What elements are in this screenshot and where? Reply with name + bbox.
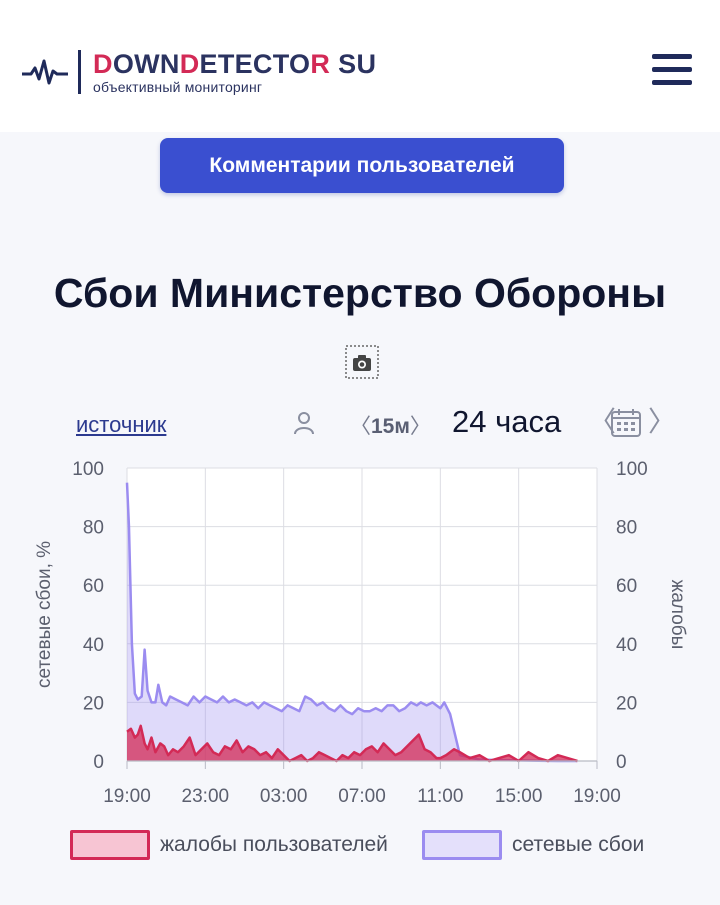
y-tick-label-right: 60 [616,576,637,597]
page-title: Сбои Министерство Обороны [53,270,667,316]
x-tick-label: 15:00 [495,786,543,807]
y-tick-label-left: 20 [83,693,104,714]
legend-label-outages: сетевые сбои [512,833,645,856]
source-link[interactable]: источник [76,412,167,437]
logo-letter: D [93,48,113,79]
y-axis-title-right: жалобы [667,580,688,650]
chart-axes: 0 20 40 60 80 100 0 20 40 60 80 100 19:00 23:00 03:00 0… [34,459,688,807]
y-axis-title-left: сетевые сбои, % [34,541,55,688]
logo-letter: D [179,48,200,79]
y-tick-label-right: 0 [616,752,627,773]
chart-series [125,482,578,763]
chart-legend: жалобы пользователей сетевые сбои [0,828,720,862]
legend-swatch-outages [422,830,502,860]
hamburger-icon[interactable] [652,54,692,94]
series-line-outages [125,482,578,763]
legend-item-outages[interactable]: сетевые сбои [422,830,644,860]
x-tick-label: 23:00 [182,786,230,807]
y-tick-label-right: 20 [616,693,637,714]
logo-letter: ETECTO [199,48,311,79]
outage-chart[interactable]: 0 20 40 60 80 100 0 20 40 60 80 100 19:00 23:00 03:00 0… [0,450,720,820]
legend-swatch-complaints [70,830,150,860]
header: D OWN D ETECTO R SU объективный мониторинг [0,0,720,132]
interval-value: 15м [371,415,410,438]
user-comments-button[interactable]: Комментарии пользователей [160,138,564,193]
x-tick-label: 11:00 [417,786,463,807]
series-area-complaints [127,725,578,761]
calendar-icon[interactable] [610,408,642,438]
y-tick-label-left: 40 [83,635,104,656]
logo-title: D OWN D ETECTO R SU [93,48,377,79]
x-tick-label: 19:00 [103,786,151,807]
chart-grid [126,467,598,762]
series-area-outages [127,482,578,761]
y-tick-label-left: 0 [93,752,104,773]
camera-icon[interactable] [345,345,379,379]
legend-label-complaints: жалобы пользователей [160,833,388,856]
chart-controls: источник 〈15м〉 24 часа 〈 〉 [0,398,720,448]
y-tick-label-right: 80 [616,518,637,539]
legend-item-complaints[interactable]: жалобы пользователей [70,830,388,860]
logo-divider [78,50,81,94]
time-range-label: 24 часа [452,404,562,439]
logo[interactable]: D OWN D ETECTO R SU объективный мониторинг [22,50,376,94]
interval-next[interactable]: 〉 [409,415,431,438]
y-tick-label-right: 40 [616,635,637,656]
date-navigator: 〈 〉 [588,406,676,440]
interval-prev[interactable]: 〈 [350,415,371,438]
interval-selector[interactable]: 〈15м〉 [350,410,431,440]
pulse-icon [22,59,68,85]
x-tick-label: 19:00 [573,786,621,807]
series-line-complaints [126,724,578,763]
user-icon[interactable] [292,410,316,436]
chevron-right-icon[interactable]: 〉 [648,406,677,437]
logo-su: SU [338,48,377,79]
x-tick-label: 03:00 [260,786,308,807]
x-tick-label: 07:00 [338,786,386,807]
y-tick-label-left: 60 [83,576,104,597]
y-tick-label-left: 100 [72,459,104,480]
logo-letter: OWN [112,48,180,79]
logo-letter: R [310,48,331,79]
y-tick-label-right: 100 [616,459,648,480]
y-tick-label-left: 80 [83,518,104,539]
logo-subtitle: объективный мониторинг [93,78,263,95]
